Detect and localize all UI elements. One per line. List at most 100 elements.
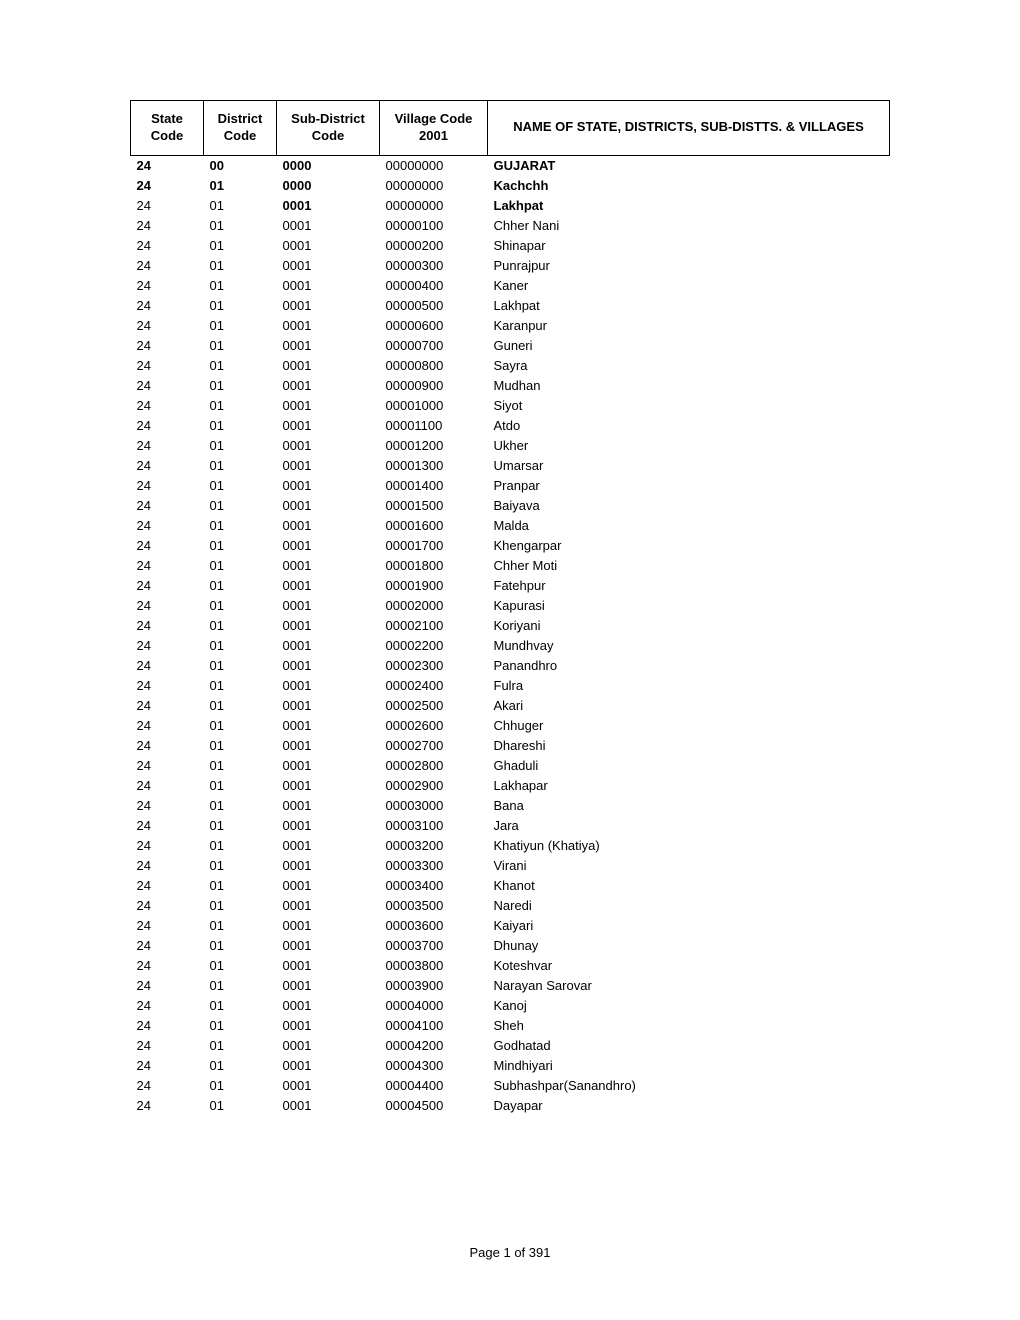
cell-village: 00001200 — [380, 436, 488, 456]
cell-state: 24 — [131, 976, 204, 996]
cell-district: 01 — [204, 636, 277, 656]
cell-district: 01 — [204, 816, 277, 836]
table-row: 2401000100003400Khanot — [131, 876, 890, 896]
cell-name: Dhunay — [488, 936, 890, 956]
cell-name: Fulra — [488, 676, 890, 696]
cell-subdistrict: 0001 — [277, 656, 380, 676]
table-row: 2401000100002500Akari — [131, 696, 890, 716]
cell-village: 00002000 — [380, 596, 488, 616]
cell-name: Baiyava — [488, 496, 890, 516]
table-row: 2401000100001600Malda — [131, 516, 890, 536]
cell-subdistrict: 0001 — [277, 396, 380, 416]
cell-subdistrict: 0001 — [277, 856, 380, 876]
cell-name: Subhashpar(Sanandhro) — [488, 1076, 890, 1096]
table-row: 2401000000000000Kachchh — [131, 176, 890, 196]
table-row: 2401000100000600Karanpur — [131, 316, 890, 336]
cell-name: Lakhapar — [488, 776, 890, 796]
cell-state: 24 — [131, 1076, 204, 1096]
cell-state: 24 — [131, 216, 204, 236]
cell-village: 00000100 — [380, 216, 488, 236]
table-row: 2401000100003700Dhunay — [131, 936, 890, 956]
cell-name: Dayapar — [488, 1096, 890, 1116]
cell-name: Chhuger — [488, 716, 890, 736]
cell-village: 00002500 — [380, 696, 488, 716]
cell-village: 00003400 — [380, 876, 488, 896]
cell-name: Akari — [488, 696, 890, 716]
cell-state: 24 — [131, 496, 204, 516]
cell-state: 24 — [131, 556, 204, 576]
table-row: 2401000100000000Lakhpat — [131, 196, 890, 216]
cell-state: 24 — [131, 476, 204, 496]
table-row: 2401000100001300Umarsar — [131, 456, 890, 476]
cell-name: Naredi — [488, 896, 890, 916]
cell-village: 00002100 — [380, 616, 488, 636]
cell-name: Narayan Sarovar — [488, 976, 890, 996]
cell-state: 24 — [131, 176, 204, 196]
cell-subdistrict: 0001 — [277, 1056, 380, 1076]
cell-village: 00000000 — [380, 155, 488, 176]
table-row: 2401000100003200Khatiyun (Khatiya) — [131, 836, 890, 856]
cell-district: 01 — [204, 316, 277, 336]
cell-subdistrict: 0001 — [277, 216, 380, 236]
table-row: 2401000100000900Mudhan — [131, 376, 890, 396]
cell-district: 01 — [204, 416, 277, 436]
cell-subdistrict: 0001 — [277, 236, 380, 256]
table-row: 2401000100004300Mindhiyari — [131, 1056, 890, 1076]
cell-subdistrict: 0000 — [277, 155, 380, 176]
cell-subdistrict: 0001 — [277, 576, 380, 596]
cell-name: Koteshvar — [488, 956, 890, 976]
cell-district: 01 — [204, 1036, 277, 1056]
cell-district: 01 — [204, 936, 277, 956]
table-row: 2401000100003900Narayan Sarovar — [131, 976, 890, 996]
cell-state: 24 — [131, 536, 204, 556]
cell-name: Khatiyun (Khatiya) — [488, 836, 890, 856]
cell-district: 01 — [204, 1056, 277, 1076]
cell-village: 00003700 — [380, 936, 488, 956]
cell-district: 01 — [204, 876, 277, 896]
cell-state: 24 — [131, 396, 204, 416]
cell-state: 24 — [131, 416, 204, 436]
cell-district: 01 — [204, 776, 277, 796]
cell-district: 01 — [204, 716, 277, 736]
cell-village: 00004100 — [380, 1016, 488, 1036]
cell-district: 01 — [204, 236, 277, 256]
cell-name: Guneri — [488, 336, 890, 356]
cell-subdistrict: 0001 — [277, 556, 380, 576]
table-body: 2400000000000000GUJARAT2401000000000000K… — [131, 155, 890, 1116]
cell-state: 24 — [131, 756, 204, 776]
cell-state: 24 — [131, 436, 204, 456]
cell-subdistrict: 0001 — [277, 836, 380, 856]
cell-subdistrict: 0001 — [277, 796, 380, 816]
cell-village: 00004400 — [380, 1076, 488, 1096]
cell-name: Jara — [488, 816, 890, 836]
cell-district: 01 — [204, 436, 277, 456]
cell-subdistrict: 0001 — [277, 736, 380, 756]
cell-village: 00000900 — [380, 376, 488, 396]
cell-district: 01 — [204, 976, 277, 996]
cell-subdistrict: 0001 — [277, 616, 380, 636]
cell-village: 00001700 — [380, 536, 488, 556]
table-row: 2401000100000300Punrajpur — [131, 256, 890, 276]
cell-state: 24 — [131, 676, 204, 696]
cell-subdistrict: 0001 — [277, 676, 380, 696]
cell-state: 24 — [131, 836, 204, 856]
table-row: 2401000100002900Lakhapar — [131, 776, 890, 796]
cell-state: 24 — [131, 456, 204, 476]
cell-name: Shinapar — [488, 236, 890, 256]
table-row: 2401000100003000Bana — [131, 796, 890, 816]
table-row: 2401000100002800Ghaduli — [131, 756, 890, 776]
cell-subdistrict: 0001 — [277, 916, 380, 936]
cell-district: 01 — [204, 556, 277, 576]
cell-district: 01 — [204, 916, 277, 936]
table-row: 2400000000000000GUJARAT — [131, 155, 890, 176]
cell-state: 24 — [131, 876, 204, 896]
cell-state: 24 — [131, 596, 204, 616]
cell-village: 00000200 — [380, 236, 488, 256]
cell-district: 01 — [204, 1076, 277, 1096]
cell-subdistrict: 0001 — [277, 256, 380, 276]
cell-subdistrict: 0001 — [277, 196, 380, 216]
cell-name: Khengarpar — [488, 536, 890, 556]
cell-name: Chher Moti — [488, 556, 890, 576]
cell-district: 01 — [204, 476, 277, 496]
cell-name: Kaner — [488, 276, 890, 296]
